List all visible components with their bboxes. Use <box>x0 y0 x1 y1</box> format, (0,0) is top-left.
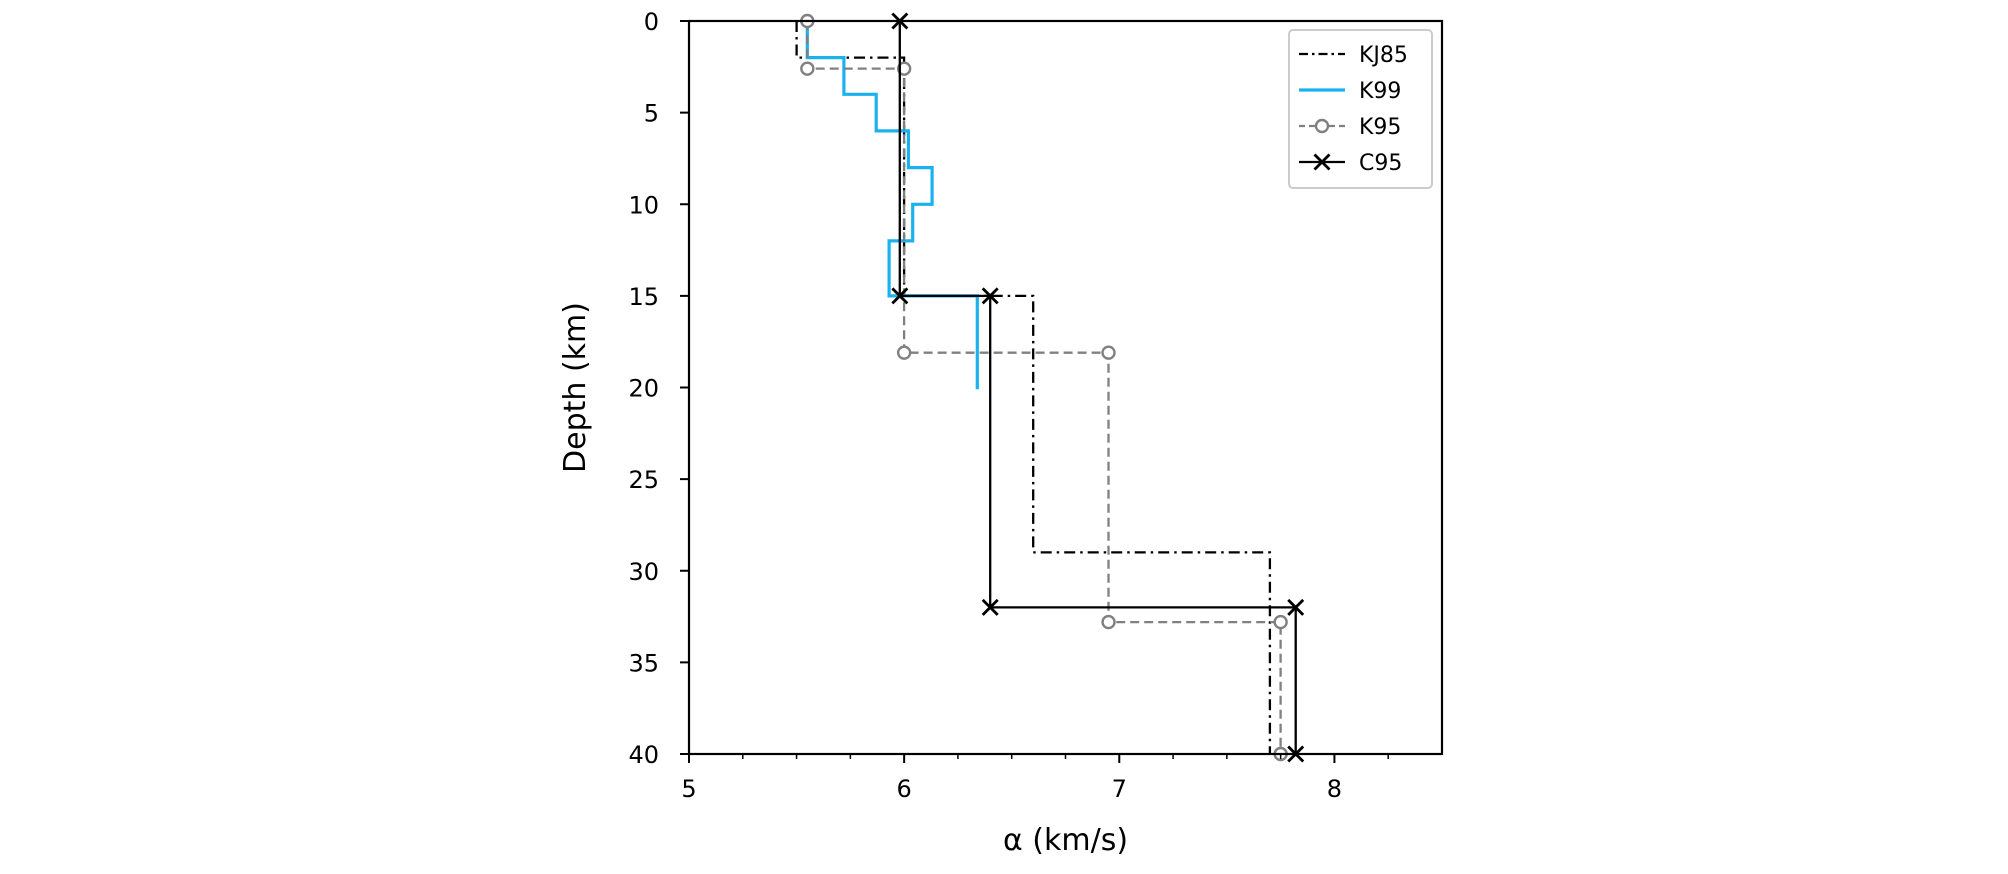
data-point-c95-2 <box>981 287 999 305</box>
x-tick-label: 6 <box>897 775 912 803</box>
data-point-c95-1 <box>891 287 909 305</box>
y-tick-label: 0 <box>644 8 659 36</box>
series-line-k99 <box>805 21 979 390</box>
y-tick-label: 35 <box>628 649 659 677</box>
series-k99 <box>805 21 979 390</box>
data-point-k95-3 <box>896 345 912 360</box>
series-k95 <box>800 13 1288 762</box>
y-axis-title: Depth (km) <box>558 302 593 473</box>
y-tick-label: 25 <box>628 466 659 494</box>
legend-label-c95: C95 <box>1359 151 1402 176</box>
legend-item-k95: K95 <box>1299 115 1401 140</box>
data-point-c95-3 <box>981 598 999 616</box>
x-tick-label: 5 <box>681 775 696 803</box>
data-point-k95-5 <box>1101 614 1116 630</box>
y-tick-label: 40 <box>628 741 659 769</box>
legend-label-k95: K95 <box>1359 115 1401 140</box>
legend-item-kj85: KJ85 <box>1299 43 1408 68</box>
x-tick-label: 8 <box>1327 775 1342 803</box>
y-tick-label: 20 <box>628 375 659 403</box>
legend: KJ85 K99 K95 C95 <box>1288 29 1433 189</box>
series-line-c95 <box>898 21 1297 754</box>
x-tick-label: 7 <box>1112 775 1127 803</box>
data-point-k95-2 <box>896 61 912 76</box>
legend-marker-k95 <box>1314 118 1330 134</box>
legend-item-k99: K99 <box>1299 79 1401 104</box>
legend-box <box>1288 29 1433 189</box>
y-tick-label: 15 <box>628 283 659 311</box>
y-tick-label: 30 <box>628 558 659 586</box>
y-tick-label: 5 <box>644 100 659 128</box>
data-point-c95-4 <box>1287 598 1305 616</box>
ticks-layer: 5 6 7 8 0 5 10 15 20 25 30 35 40 <box>628 8 1389 803</box>
series-line-k95 <box>806 21 1282 754</box>
legend-marker-c95 <box>1313 153 1331 171</box>
data-point-k95-4 <box>1101 345 1116 360</box>
data-point-k95-6 <box>1273 614 1288 630</box>
y-tick-label: 10 <box>628 191 659 219</box>
x-axis-title: α (km/s) <box>1003 823 1128 858</box>
legend-label-kj85: KJ85 <box>1359 43 1408 68</box>
legend-label-k99: K99 <box>1359 79 1401 104</box>
legend-item-c95: C95 <box>1299 151 1402 176</box>
data-point-k95-1 <box>800 61 815 76</box>
